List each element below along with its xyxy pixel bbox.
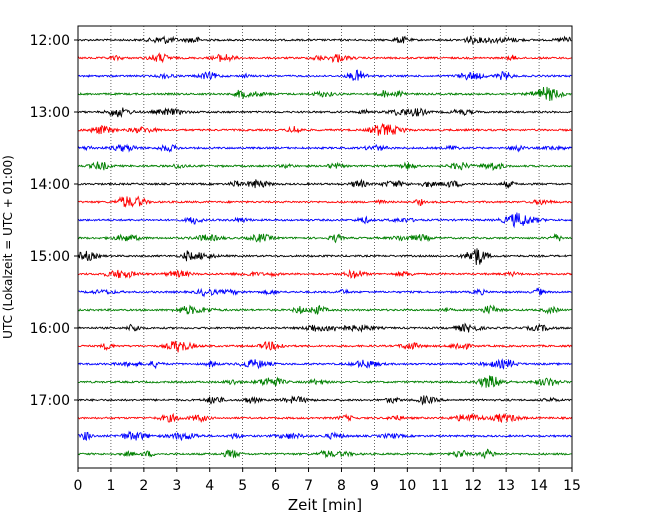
x-tick-label: 13	[497, 478, 515, 494]
trace-line	[77, 178, 572, 189]
x-tick-label: 14	[530, 478, 548, 494]
trace-line	[77, 448, 572, 460]
x-tick-label: 10	[398, 478, 416, 494]
x-tick-label: 9	[370, 478, 379, 494]
trace-line	[77, 340, 572, 353]
trace-line	[77, 430, 572, 442]
trace-line	[77, 143, 572, 153]
trace-line	[77, 248, 572, 265]
seismic-traces	[77, 35, 572, 460]
trace-line	[77, 412, 572, 424]
x-axis-ticks: 0 1 2 3 4 5 6 7 8 9 10 11 12 13 14 15	[74, 468, 581, 494]
y-tick-label: 17:00	[30, 393, 70, 409]
trace-line	[77, 161, 572, 171]
y-axis-label: UTC (Lokalzeit = UTC + 01:00)	[1, 155, 15, 339]
trace-line	[77, 322, 572, 333]
x-tick-label: 12	[464, 478, 482, 494]
x-tick-label: 1	[106, 478, 115, 494]
x-tick-label: 6	[271, 478, 280, 494]
trace-line	[77, 195, 572, 208]
x-axis-label: Zeit [min]	[288, 496, 362, 514]
y-tick-label: 14:00	[30, 177, 70, 193]
trace-line	[77, 212, 572, 229]
x-tick-label: 4	[205, 478, 214, 494]
x-tick-label: 8	[337, 478, 346, 494]
x-tick-label: 3	[172, 478, 181, 494]
trace-line	[77, 52, 572, 64]
x-tick-label: 5	[238, 478, 247, 494]
trace-line	[77, 35, 572, 45]
x-tick-label: 15	[563, 478, 581, 494]
x-tick-label: 0	[74, 478, 83, 494]
x-tick-label: 2	[139, 478, 148, 494]
trace-line	[77, 107, 572, 118]
trace-line	[77, 122, 572, 136]
plot-frame	[77, 25, 573, 469]
trace-line	[77, 304, 572, 315]
trace-line	[77, 395, 572, 406]
trace-line	[77, 287, 572, 298]
trace-line	[77, 233, 572, 244]
y-axis-ticks: 12:00 13:00 14:00 15:00 16:00 17:00	[30, 33, 78, 409]
trace-line	[77, 358, 572, 370]
trace-line	[77, 268, 572, 279]
trace-line	[77, 69, 572, 81]
y-tick-label: 13:00	[30, 105, 70, 121]
trace-line	[77, 375, 572, 388]
trace-line	[77, 86, 572, 102]
x-tick-label: 11	[431, 478, 449, 494]
y-tick-label: 16:00	[30, 321, 70, 337]
y-tick-label: 15:00	[30, 249, 70, 265]
vertical-gridlines	[110, 26, 540, 468]
y-tick-label: 12:00	[30, 33, 70, 49]
x-tick-label: 7	[304, 478, 313, 494]
